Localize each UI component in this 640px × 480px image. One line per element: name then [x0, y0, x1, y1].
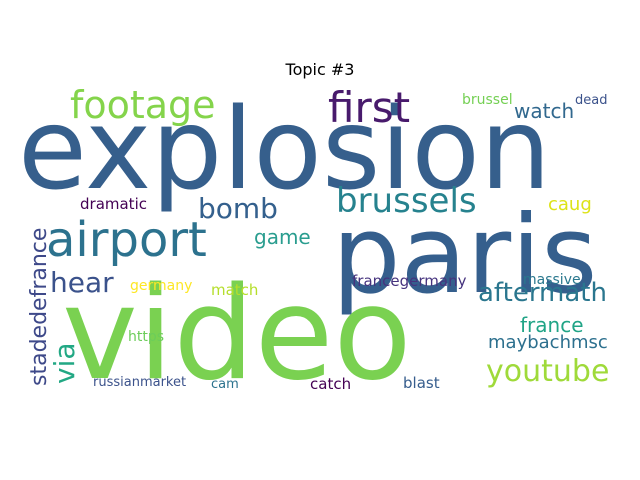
word-footage: footage — [70, 83, 216, 127]
word-youtube: youtube — [486, 354, 609, 389]
word-https: https — [128, 329, 164, 345]
word-catch: catch — [310, 375, 351, 393]
word-first: first — [328, 83, 410, 132]
word-dramatic: dramatic — [80, 195, 147, 213]
word-brussel: brussel — [462, 92, 513, 108]
word-game: game — [254, 225, 311, 249]
word-blast: blast — [403, 374, 440, 392]
figure-title: Topic #3 — [285, 60, 355, 79]
word-paris: paris — [332, 193, 597, 318]
word-francegermany: francegermany — [352, 272, 467, 290]
word-bomb: bomb — [198, 192, 278, 225]
word-brussels: brussels — [336, 181, 477, 221]
word-cam: cam — [211, 377, 239, 392]
word-france: france — [520, 313, 584, 337]
word-match: match — [211, 281, 258, 299]
word-russianmarket: russianmarket — [93, 375, 186, 390]
word-hear: hear — [50, 266, 114, 299]
word-via: via — [48, 342, 81, 384]
word-stadedefrance: stadedefrance — [27, 228, 52, 386]
word-airport: airport — [46, 212, 207, 268]
word-explosion: explosion — [18, 85, 551, 215]
word-caug: caug — [548, 194, 592, 215]
word-germany: germany — [130, 278, 192, 294]
word-dead: dead — [575, 93, 607, 108]
word-aftermath: aftermath — [478, 278, 607, 308]
word-video: video — [62, 260, 412, 409]
word-watch: watch — [514, 99, 574, 123]
word-massive: massive — [523, 272, 581, 288]
word-maybachmsc: maybachmsc — [488, 332, 608, 353]
